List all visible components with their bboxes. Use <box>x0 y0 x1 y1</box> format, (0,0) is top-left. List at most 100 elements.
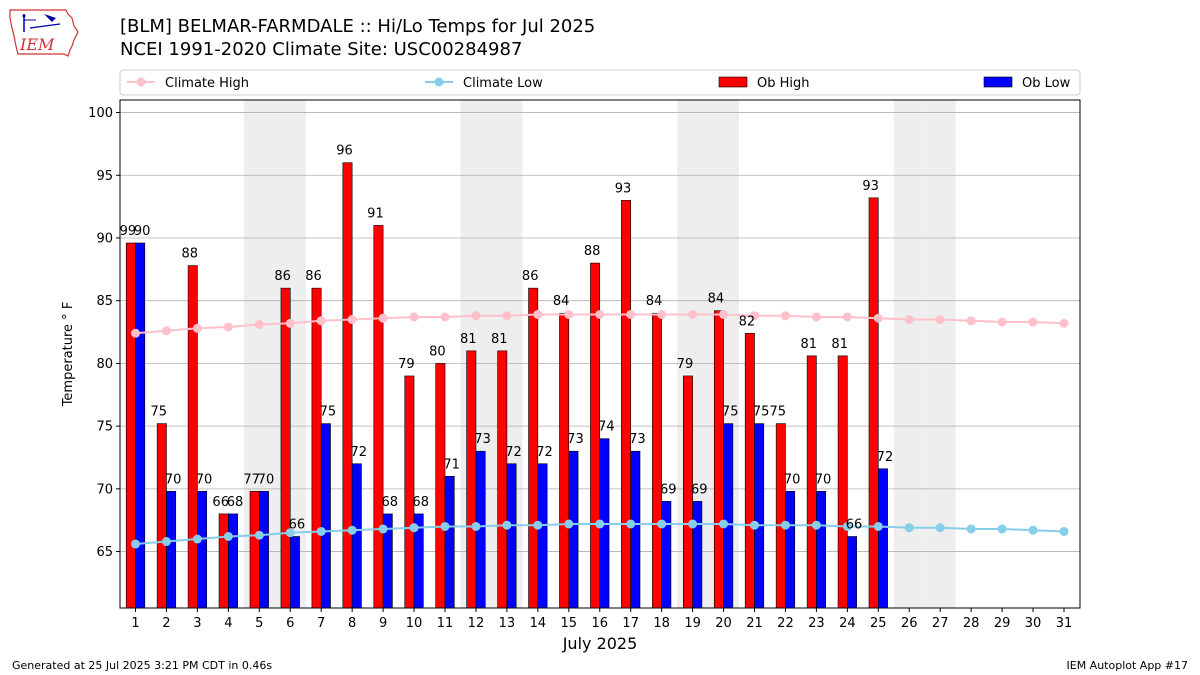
climate-low-point <box>966 524 976 534</box>
ob-low-label: 68 <box>227 495 244 510</box>
y-tick-label: 100 <box>88 106 113 121</box>
ob-low-label: 73 <box>629 432 646 447</box>
ob-high-bar <box>249 491 260 609</box>
ob-high-label: 86 <box>305 269 322 284</box>
climate-low-point <box>564 519 574 529</box>
ob-low-label: 72 <box>505 445 522 460</box>
x-tick-label: 10 <box>406 616 423 631</box>
ob-high-bar <box>404 375 415 609</box>
ob-high-bar <box>775 423 786 609</box>
ob-high-bar <box>559 312 570 609</box>
ob-high-bar <box>373 225 384 609</box>
ob-low-label: 66 <box>846 518 863 533</box>
ob-high-bar <box>713 310 724 609</box>
ob-high-bar <box>342 162 353 609</box>
climate-high-point <box>688 309 698 319</box>
ob-low-label: 68 <box>381 495 398 510</box>
legend-climate-high-marker <box>136 77 146 87</box>
climate-high-point <box>904 315 914 325</box>
ob-high-label: 86 <box>274 269 291 284</box>
climate-low-point <box>842 521 852 531</box>
ob-high-label: 79 <box>677 357 694 372</box>
climate-low-point <box>471 521 481 531</box>
y-tick-label: 80 <box>96 357 113 372</box>
ob-high-label: 75 <box>151 405 168 420</box>
climate-high-point <box>1028 317 1038 327</box>
ob-low-label: 74 <box>598 420 615 435</box>
legend: Climate High Climate Low Ob High Ob Low <box>119 69 1081 96</box>
ob-high-bar <box>868 197 879 609</box>
ob-low-bar <box>630 450 641 609</box>
x-tick-label: 11 <box>437 616 454 631</box>
x-tick-label: 31 <box>1056 616 1073 631</box>
x-tick-label: 21 <box>746 616 763 631</box>
climate-high-point <box>719 309 729 319</box>
y-tick-label: 85 <box>96 294 113 309</box>
ob-low-label: 72 <box>536 445 553 460</box>
climate-low-point <box>192 534 202 544</box>
ob-low-bar <box>320 423 331 609</box>
climate-low-point <box>719 519 729 529</box>
ob-low-bar <box>506 463 517 609</box>
ob-low-bar <box>289 536 300 609</box>
legend-ob-high-swatch <box>718 76 748 88</box>
x-tick-label: 17 <box>622 616 639 631</box>
y-axis: 65 70 75 80 85 90 95 100 <box>88 106 120 560</box>
x-tick-label: 29 <box>994 616 1011 631</box>
x-tick-label: 12 <box>468 616 485 631</box>
climate-high-point <box>1059 318 1069 328</box>
ob-low-label: 70 <box>258 472 275 487</box>
ob-low-label: 70 <box>815 472 832 487</box>
chart-title: [BLM] BELMAR-FARMDALE :: Hi/Lo Temps for… <box>120 16 596 37</box>
climate-high-point <box>842 312 852 322</box>
climate-high-point <box>223 322 233 332</box>
legend-box <box>119 69 1081 96</box>
ob-low-bar <box>197 491 207 609</box>
climate-low-point <box>811 520 821 530</box>
ob-low-label: 75 <box>722 405 739 420</box>
ob-low-label: 69 <box>691 482 708 497</box>
x-tick-label: 6 <box>286 616 294 631</box>
ob-low-bar <box>723 423 734 609</box>
climate-low-point <box>533 520 543 530</box>
climate-high-point <box>161 326 171 336</box>
x-axis: 1 2 3 4 5 6 7 8 9 10 11 12 13 14 15 16 17 18 19 20 21 22 23 24 2… <box>131 608 1072 631</box>
ob-high-bar <box>435 363 446 609</box>
ob-low-label: 75 <box>320 405 337 420</box>
climate-high-point <box>657 309 667 319</box>
climate-low-point <box>131 539 140 549</box>
ob-low-label: 72 <box>877 450 894 465</box>
x-tick-label: 2 <box>162 616 170 631</box>
ob-low-label: 71 <box>443 457 460 472</box>
legend-ob-low-label: Ob Low <box>1022 76 1071 91</box>
climate-high-point <box>533 309 543 319</box>
ob-high-label: 80 <box>429 344 446 359</box>
ob-low-bar <box>816 491 827 609</box>
ob-high-bar <box>466 350 477 609</box>
legend-climate-low-marker <box>434 77 444 87</box>
ob-low-bar <box>568 450 579 609</box>
iem-logo: IEM <box>9 9 79 57</box>
climate-low-point <box>502 520 512 530</box>
ob-low-bar <box>351 463 362 609</box>
climate-low-point <box>316 526 326 536</box>
climate-low-point <box>750 520 759 530</box>
x-tick-label: 26 <box>901 616 918 631</box>
y-tick-label: 65 <box>96 545 113 560</box>
legend-ob-low-swatch <box>983 76 1013 88</box>
ob-high-label: 93 <box>615 181 632 196</box>
climate-low-point <box>285 528 295 538</box>
app-note: IEM Autoplot App #17 <box>1066 659 1189 672</box>
climate-high-point <box>440 312 450 322</box>
x-tick-label: 14 <box>530 616 547 631</box>
climate-high-point <box>316 316 326 326</box>
climate-high-point <box>564 309 574 319</box>
ob-high-bar <box>744 333 755 609</box>
x-tick-label: 23 <box>808 616 825 631</box>
climate-high-point <box>873 313 883 323</box>
x-tick-label: 19 <box>684 616 701 631</box>
ob-low-label: 70 <box>196 472 213 487</box>
climate-high-point <box>780 311 790 321</box>
ob-high-bar <box>497 350 508 609</box>
climate-low-point <box>873 521 883 531</box>
